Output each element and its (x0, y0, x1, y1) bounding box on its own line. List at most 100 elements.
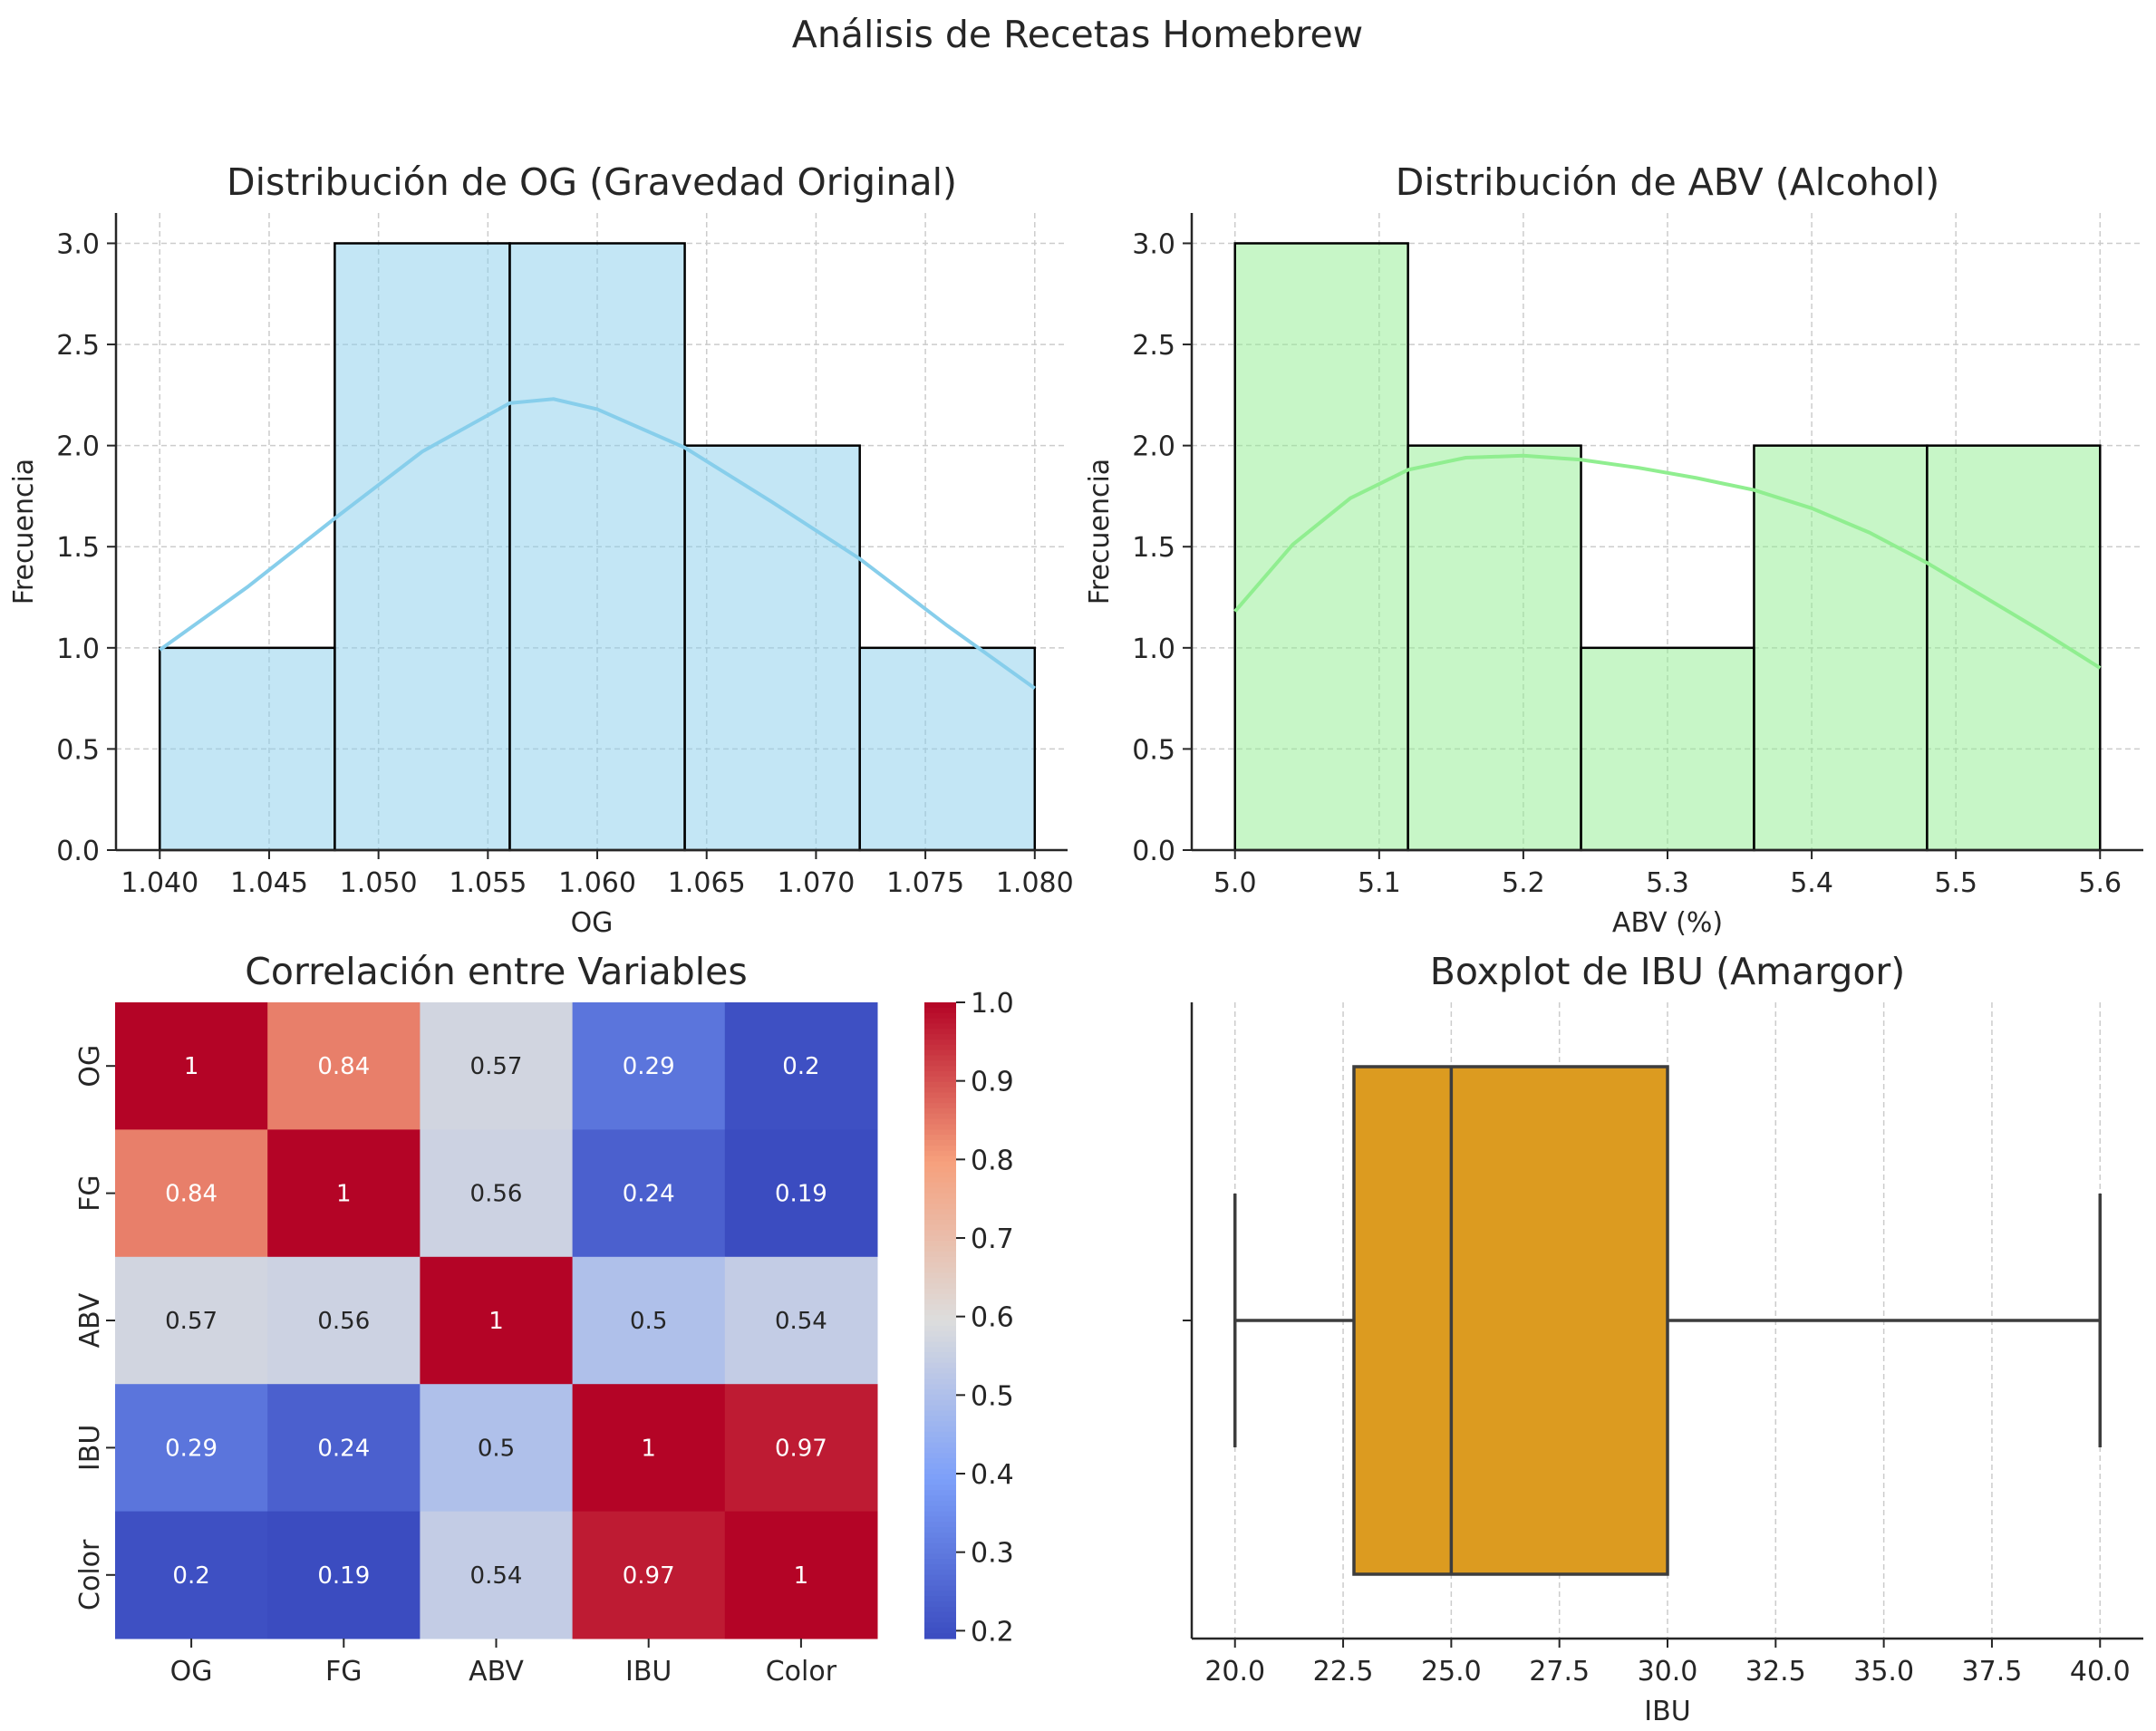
heatmap-cell (267, 1511, 421, 1639)
colorbar-segment (924, 1315, 956, 1321)
colorbar-segment (924, 1542, 956, 1550)
heatmap-cell (115, 1129, 268, 1258)
x-tick-label: 35.0 (1853, 1656, 1914, 1687)
colorbar-segment (924, 1018, 956, 1024)
colorbar-segment (924, 1103, 956, 1109)
colorbar-segment (924, 1187, 956, 1194)
colorbar-segment (924, 1140, 956, 1146)
colorbar-tick-label: 0.3 (971, 1538, 1014, 1570)
x-tick-label: 1.050 (340, 867, 418, 899)
colorbar-segment (924, 1283, 956, 1290)
colorbar-segment (924, 1166, 956, 1173)
colorbar-segment (924, 1458, 956, 1465)
x-tick-label: 5.5 (1934, 867, 1977, 899)
colorbar-segment (924, 1548, 956, 1554)
histogram-bar (1753, 444, 1929, 852)
ibu-boxplot-panel: 20.0 22.5 25.0 27.5 30.0 32.5 35.0 37.5 40.0 Boxp… (1183, 950, 2143, 1727)
colorbar-segment (924, 1505, 956, 1513)
colorbar-segment (924, 1049, 956, 1057)
colorbar-segment (924, 1347, 956, 1353)
colorbar-segment (924, 1076, 956, 1083)
colorbar-segment (924, 1224, 956, 1232)
heatmap-cell (115, 1256, 268, 1385)
colorbar-segment (924, 1092, 956, 1098)
heatmap-cell-label: 0.29 (165, 1435, 218, 1462)
colorbar-segment (924, 1606, 956, 1613)
heatmap-cell-label: 1 (488, 1308, 504, 1335)
colorbar-tick-label: 1.0 (971, 988, 1014, 1020)
colorbar-segment (924, 1288, 956, 1295)
colorbar-segment (924, 1601, 956, 1608)
heatmap-cell-label: 0.57 (165, 1308, 218, 1335)
colorbar-segment (924, 1426, 956, 1433)
colorbar-segment (924, 1564, 956, 1571)
y-tick-label: 3.0 (56, 228, 100, 260)
x-tick-label: 37.5 (1962, 1656, 2023, 1687)
colorbar-segment (924, 1145, 956, 1152)
x-tick-label: 25.0 (1421, 1656, 1482, 1687)
heatmap-cell (724, 1384, 878, 1513)
panel-title: Correlación entre Variables (245, 950, 747, 993)
x-tick-label: 5.1 (1358, 867, 1401, 899)
heatmap-cell-label: 0.24 (317, 1435, 370, 1462)
y-tick-label: 1.0 (1132, 633, 1175, 665)
colorbar-segment (924, 1241, 956, 1247)
colorbar-segment (924, 1522, 956, 1528)
colorbar-segment (924, 1591, 956, 1597)
colorbar-segment (924, 1569, 956, 1576)
colorbar-segment (924, 1113, 956, 1120)
colorbar-segment (924, 1118, 956, 1126)
x-tick-label: 1.065 (668, 867, 746, 899)
colorbar-segment (924, 1474, 956, 1481)
y-tick-label: OG (74, 1045, 106, 1088)
panel-title: Boxplot de IBU (Amargor) (1430, 950, 1906, 993)
y-tick-label: 2.5 (56, 330, 100, 362)
colorbar-segment (924, 1177, 956, 1184)
heatmap-cell (572, 1002, 726, 1130)
kde-curve (1233, 453, 2102, 670)
colorbar-segment (924, 1320, 956, 1327)
y-tick-label: FG (74, 1175, 106, 1212)
colorbar-segment (924, 1357, 956, 1364)
heatmap-cell (115, 1511, 268, 1639)
heatmap-cell-label: 1 (641, 1435, 656, 1462)
colorbar-segment (924, 1368, 956, 1375)
colorbar-segment (924, 1325, 956, 1332)
y-tick-label: 2.0 (1132, 431, 1175, 463)
og-histogram-panel: 1.040 1.045 1.050 1.055 1.060 1.065 1.070 1.075… (8, 160, 1074, 939)
colorbar-tick-label: 0.2 (971, 1616, 1014, 1648)
colorbar-segment (924, 1098, 956, 1104)
heatmap-cell (724, 1129, 878, 1258)
colorbar-segment (924, 1310, 956, 1316)
heatmap-cell-label: 0.2 (172, 1562, 209, 1590)
colorbar-segment (924, 1193, 956, 1200)
colorbar-tick-label: 0.9 (971, 1067, 1014, 1098)
colorbar-segment (924, 1405, 956, 1412)
y-tick-label: 2.5 (1132, 330, 1175, 362)
x-tick-label: 1.040 (121, 867, 198, 899)
colorbar-segment (924, 1410, 956, 1417)
colorbar-tick-label: 0.6 (971, 1302, 1014, 1334)
colorbar-segment (924, 1611, 956, 1619)
iqr-box (1352, 1065, 1669, 1576)
x-tick-label: 5.4 (1790, 867, 1833, 899)
colorbar-segment (924, 1468, 956, 1475)
colorbar-segment (924, 1272, 956, 1279)
heatmap-cell (267, 1384, 421, 1513)
colorbar-segment (924, 1330, 956, 1338)
colorbar-segment (924, 1293, 956, 1301)
x-tick-label: FG (325, 1656, 363, 1687)
x-tick-label: 22.5 (1313, 1656, 1374, 1687)
heatmap-cell-label: 0.56 (470, 1181, 523, 1208)
x-tick-label: 5.3 (1646, 867, 1689, 899)
x-tick-label: 5.2 (1502, 867, 1545, 899)
heatmap-cell-label: 0.24 (623, 1181, 675, 1208)
heatmap-cell (724, 1511, 878, 1639)
x-tick-label: 1.070 (777, 867, 855, 899)
y-tick-label: 0.0 (1132, 836, 1175, 867)
colorbar-segment (924, 1341, 956, 1348)
colorbar-segment (924, 1416, 956, 1422)
x-tick-label: 40.0 (2070, 1656, 2131, 1687)
colorbar-segment (924, 1384, 956, 1390)
colorbar-segment (924, 1044, 956, 1051)
